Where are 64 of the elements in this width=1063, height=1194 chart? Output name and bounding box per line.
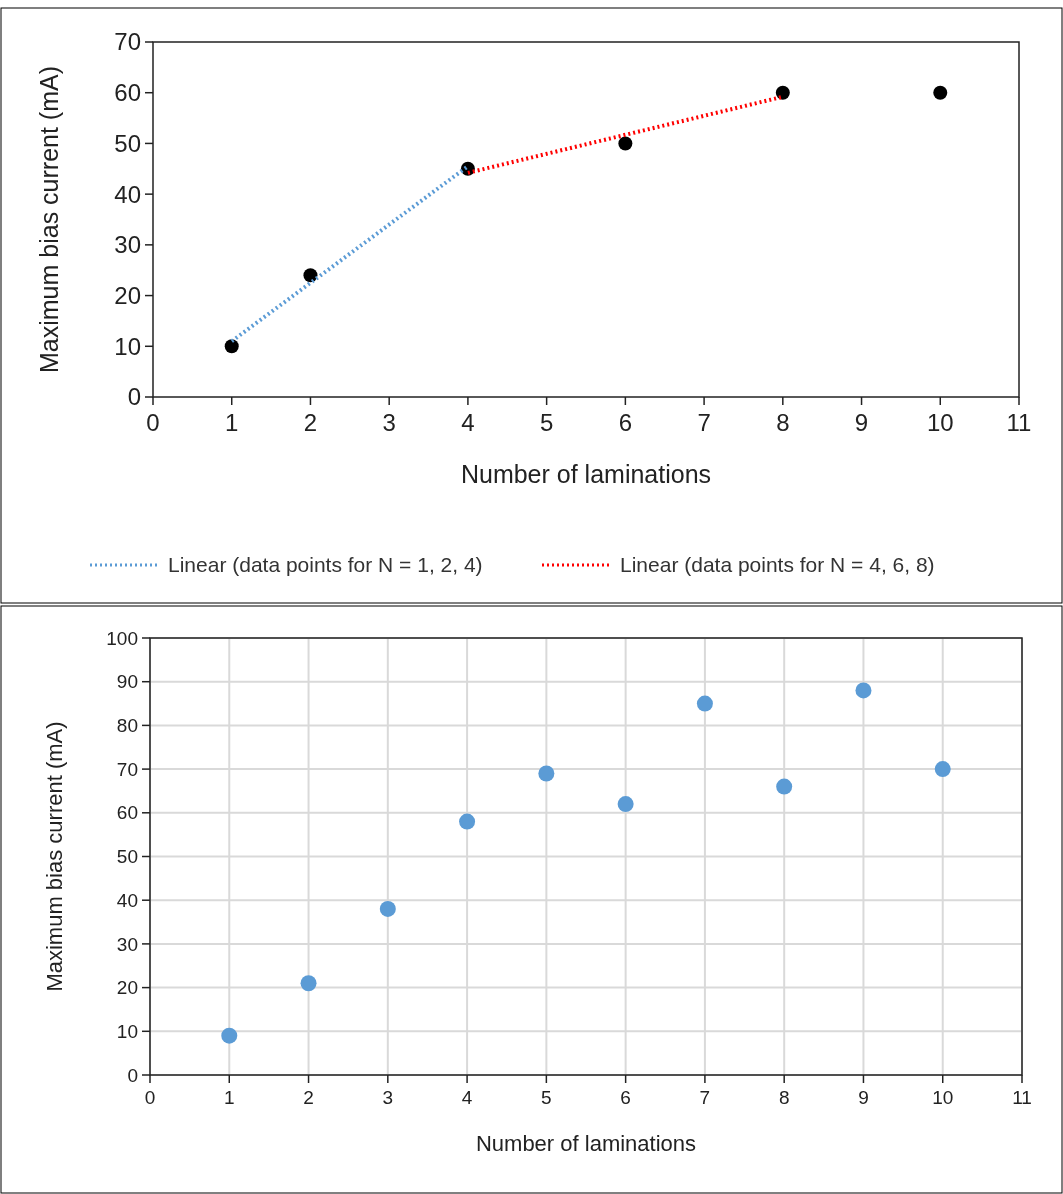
y-tick-label: 40 [116,889,138,911]
x-tick-label: 5 [539,409,554,436]
x-tick-label: 3 [382,409,396,436]
y-tick-label: 20 [116,977,138,999]
point [303,268,318,283]
y-tick-label: 60 [114,79,141,107]
y-tick-label: 20 [114,281,141,309]
x-tick-label: 8 [778,1087,790,1108]
point [459,813,476,830]
legend-label: Linear (data points for N = 4, 6, 8) [620,553,935,577]
x-axis-title: Number of laminations [475,1131,697,1156]
y-tick-label: 40 [114,180,141,208]
x-tick-label: 9 [854,409,869,436]
x-tick-label: 1 [223,1087,235,1108]
point [300,975,317,992]
y-tick-label: 0 [127,383,141,411]
x-tick-label: 0 [144,1087,156,1108]
y-axis-title: Maximum bias current (mA) [35,66,63,373]
point [618,136,633,151]
y-tick-label: 60 [116,802,138,824]
point [538,765,555,782]
y-tick-label: 50 [114,129,141,157]
x-tick-label: 1 [225,409,239,436]
x-tick-label: 10 [926,409,954,436]
y-tick-label: 70 [116,758,138,780]
point [617,796,634,813]
y-tick-label: 0 [127,1064,138,1086]
x-axis-title: Number of laminations [460,460,712,488]
y-tick-label: 10 [116,1020,138,1042]
y-tick-label: 100 [106,627,138,649]
x-tick-label: 11 [1012,1087,1032,1108]
x-tick-label: 4 [461,1087,473,1108]
point [933,85,948,100]
x-tick-label: 3 [382,1087,394,1108]
y-axis-title: Maximum bias current (mA) [42,721,67,992]
point [224,339,239,354]
point [379,900,396,917]
x-tick-label: 0 [146,409,160,436]
y-tick-label: 30 [116,933,138,955]
y-tick-label: 50 [116,846,138,868]
x-tick-label: 2 [303,1087,314,1108]
x-tick-label: 10 [932,1087,954,1108]
y-tick-label: 10 [114,332,141,360]
x-tick-label: 5 [541,1087,552,1108]
point [855,682,872,699]
y-tick-label: 70 [114,28,141,56]
point [934,761,951,778]
y-tick-label: 80 [116,715,138,737]
x-tick-label: 9 [858,1087,869,1108]
point [221,1027,238,1044]
x-tick-label: 8 [776,409,790,436]
y-tick-label: 30 [114,231,141,259]
x-tick-label: 7 [699,1087,711,1108]
legend-label: Linear (data points for N = 1, 2, 4) [168,553,483,577]
point [776,778,793,795]
x-tick-label: 2 [303,409,318,436]
x-tick-label: 6 [618,409,633,436]
y-tick-label: 90 [116,671,138,693]
point [696,695,713,712]
x-tick-label: 11 [1006,409,1032,436]
point [775,85,790,100]
x-tick-label: 7 [697,409,711,436]
x-tick-label: 6 [620,1087,631,1108]
x-tick-label: 4 [461,409,475,436]
